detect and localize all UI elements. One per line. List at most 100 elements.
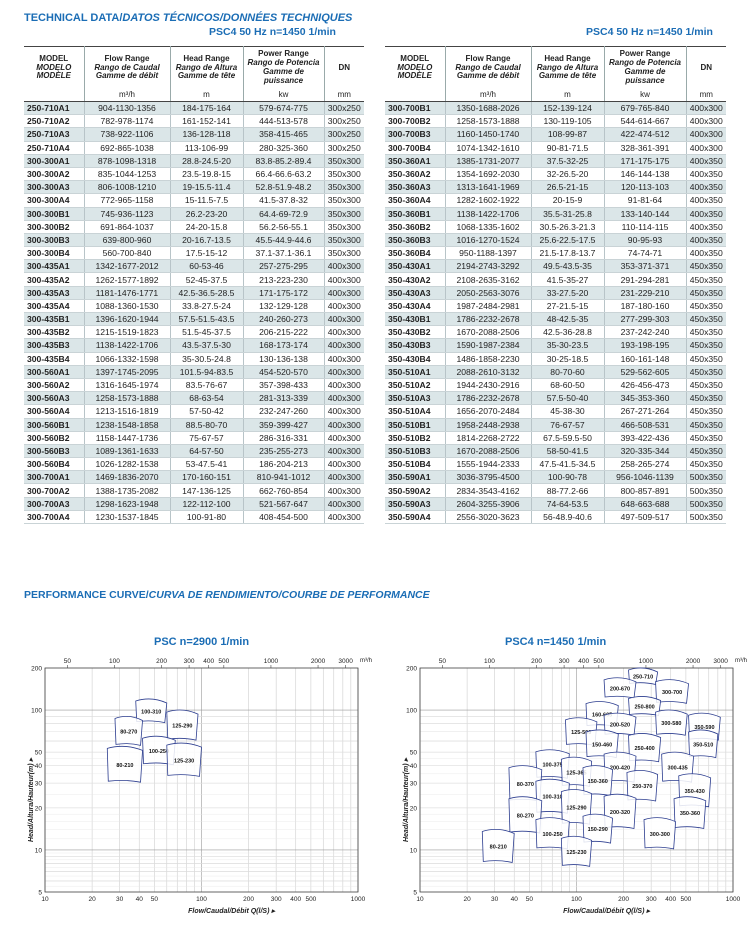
head-cell: 56-48.9-40.6: [531, 510, 605, 525]
flow-cell: 1354-1692-2030: [445, 167, 532, 182]
top-tick-label: 100: [484, 658, 495, 665]
top-tick-label: 500: [593, 658, 604, 665]
head-cell: 68-60-50: [531, 378, 605, 393]
col-head: Head Range Rango de Altura Gamme de tête: [531, 46, 605, 89]
table-row: 350-510B4 1555-1944-2333 47.5-41.5-34.5 258…: [385, 457, 726, 472]
table-row: 300-700A3 1298-1623-1948 122-112-100 521-56…: [24, 497, 364, 511]
zone-300-580: [655, 709, 688, 736]
power-cell: 257-275-295: [243, 259, 325, 274]
left-subtitle: PSC4 50 Hz n=1450 1/min: [209, 26, 336, 38]
dn-cell: 450x350: [686, 391, 726, 406]
head-cell: 101.5-94-83.5: [170, 365, 244, 379]
y-tick-label: 100: [31, 708, 42, 715]
power-cell: 529-562-605: [604, 365, 687, 379]
x-tick-label: 10: [416, 896, 424, 903]
flow-cell: 1397-1745-2095: [84, 365, 171, 379]
head-cell: 15-11.5-7.5: [170, 193, 244, 208]
head-cell: 30-25-18.5: [531, 352, 605, 366]
flow-cell: 1786-2232-2678: [445, 391, 532, 406]
unit-dn: mm: [686, 89, 726, 102]
flow-cell: 1958-2448-2938: [445, 418, 532, 432]
dn-cell: 450x350: [686, 286, 726, 300]
power-cell: 64.4-69-72.9: [243, 207, 325, 221]
flow-cell: 1786-2232-2678: [445, 312, 532, 327]
x-tick-label: 50: [526, 896, 534, 903]
flow-cell: 1555-1944-2333: [445, 457, 532, 472]
model-cell: 300-560A2: [24, 378, 85, 393]
flow-cell: 2050-2563-3076: [445, 286, 532, 300]
dn-cell: 400x300: [686, 127, 726, 142]
table-row: 350-430B1 1786-2232-2678 48-42.5-35 277-299…: [385, 312, 726, 327]
flow-cell: 806-1008-1210: [84, 180, 171, 195]
model-cell: 300-700A3: [24, 497, 85, 511]
power-cell: 120-113-103: [604, 180, 687, 195]
power-cell: 52.8-51.9-48.2: [243, 180, 325, 195]
head-cell: 26.5-21-15: [531, 180, 605, 195]
model-cell: 350-360A1: [385, 154, 446, 168]
flow-cell: 1385-1731-2077: [445, 154, 532, 168]
model-cell: 350-430B3: [385, 338, 446, 353]
head-cell: 21.5-17.8-13.7: [531, 246, 605, 261]
dn-cell: 450x350: [686, 378, 726, 393]
head-cell: 184-175-164: [170, 101, 244, 116]
zone-350-510: [688, 729, 719, 759]
dn-cell: 300x250: [324, 127, 364, 142]
flow-cell: 1066-1332-1598: [84, 352, 171, 366]
table-row: 250-710A2 782-978-1174 161-152-141 444-513-…: [24, 114, 364, 129]
dn-cell: 400x300: [324, 365, 364, 379]
head-cell: 25.6-22.5-17.5: [531, 233, 605, 248]
flow-cell: 2556-3020-3623: [445, 510, 532, 525]
table-row: 350-430B3 1590-1987-2384 35-30-23.5 193-198…: [385, 338, 726, 353]
power-cell: 328-361-391: [604, 141, 687, 155]
table-row: 350-430A1 2194-2743-3292 49.5-43.5-35 353-3…: [385, 259, 726, 274]
flow-cell: 1213-1516-1819: [84, 404, 171, 419]
table-row: 300-700A1 1469-1836-2070 170-160-151 810-94…: [24, 470, 364, 485]
flow-cell: 1313-1641-1969: [445, 180, 532, 195]
technical-data-title: TECHNICAL DATA/DATOS TÉCNICOS/DONNÉES TE…: [24, 12, 352, 24]
y-tick-label: 100: [406, 708, 417, 715]
model-cell: 350-510A3: [385, 391, 446, 406]
x-tick-label: 400: [290, 896, 301, 903]
power-cell: 56.2-56-55.1: [243, 220, 325, 234]
y-tick-label: 40: [410, 763, 418, 770]
model-cell: 350-590A1: [385, 470, 446, 485]
dn-cell: 400x300: [324, 418, 364, 432]
dn-cell: 400x300: [324, 510, 364, 525]
zone-label: 200-670: [610, 686, 630, 692]
table-row: 350-360A2 1354-1692-2030 32-26.5-20 146-144…: [385, 167, 726, 182]
head-cell: 90-81-71.5: [531, 141, 605, 155]
table-row: 300-300A3 806-1008-1210 19-15.5-11.4 52.8-5…: [24, 180, 364, 195]
zone-label: 125-230: [566, 850, 586, 856]
col-head: Head Range Rango de Altura Gamme de tête: [170, 46, 244, 89]
power-cell: 132-129-128: [243, 299, 325, 314]
col-model: MODEL MODELO MODÈLE: [385, 46, 446, 89]
top-unit-label: m³/h: [360, 658, 372, 664]
dn-cell: 500x350: [686, 470, 726, 485]
x-tick-label: 50: [151, 896, 159, 903]
head-cell: 67.5-59.5-50: [531, 431, 605, 445]
head-cell: 47.5-41.5-34.5: [531, 457, 605, 472]
head-cell: 152-139-124: [531, 101, 605, 116]
top-tick-label: 3000: [338, 658, 353, 665]
model-cell: 350-360A2: [385, 167, 446, 182]
table-row: 350-590A3 2604-3255-3906 74-64-53.5 648-663…: [385, 497, 726, 511]
zone-label: 150-460: [592, 742, 612, 748]
zone-125-290: [166, 709, 199, 741]
table-row: 350-430B2 1670-2088-2506 42.5-36-28.8 237-2…: [385, 325, 726, 340]
zone-label: 200-520: [610, 723, 630, 729]
flow-cell: 782-978-1174: [84, 114, 171, 129]
flow-cell: 2604-3255-3906: [445, 497, 532, 511]
table-row: 300-700B2 1258-1573-1888 130-119-105 544-61…: [385, 114, 726, 129]
dn-cell: 400x300: [324, 325, 364, 340]
power-cell: 231-229-210: [604, 286, 687, 300]
left-technical-table: MODEL MODELO MODÈLE Flow Range Rango de Cau…: [24, 46, 364, 525]
power-cell: 237-242-240: [604, 325, 687, 340]
dn-cell: 400x350: [686, 154, 726, 168]
zone-80-210: [481, 829, 515, 863]
y-tick-label: 20: [35, 805, 43, 812]
x-tick-label: 100: [571, 896, 582, 903]
dn-cell: 400x350: [686, 193, 726, 208]
head-cell: 19-15.5-11.4: [170, 180, 244, 195]
power-cell: 466-508-531: [604, 418, 687, 432]
head-cell: 26.2-23-20: [170, 207, 244, 221]
